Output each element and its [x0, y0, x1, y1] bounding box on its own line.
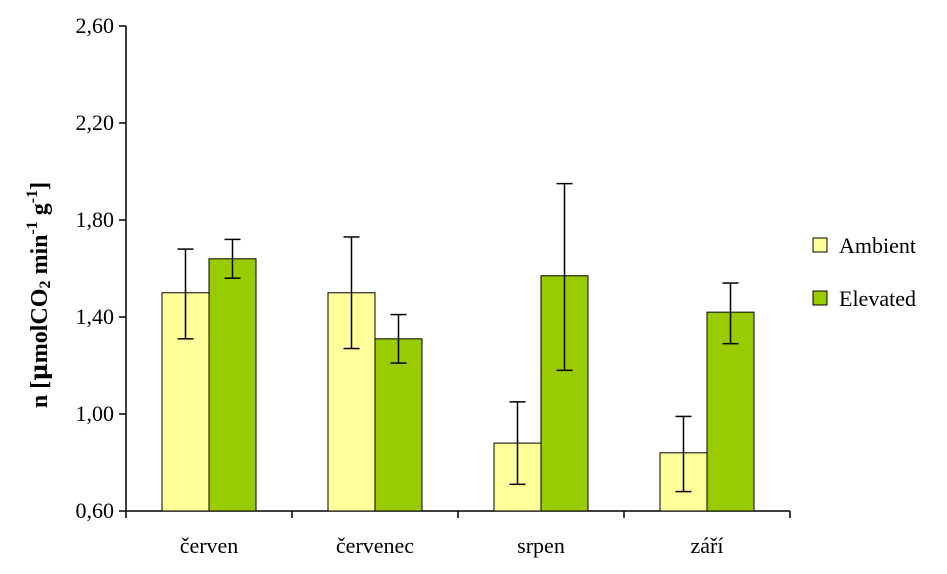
y-axis-label: n [μmolCO2 min-1 g-1]	[24, 182, 54, 408]
ylabel-min: min	[27, 235, 53, 281]
ylabel-mu: μ	[24, 363, 53, 381]
category-label: červen	[180, 533, 239, 558]
y-tick-label: 2,20	[76, 110, 115, 135]
y-tick-label: 0,60	[76, 498, 115, 523]
category-label: srpen	[517, 533, 565, 558]
bar-elevated	[706, 311, 755, 512]
y-tick-label: 1,40	[76, 304, 115, 329]
x-ticks	[125, 511, 791, 518]
legend-swatch-elevated	[812, 290, 828, 306]
bar-elevated	[374, 338, 423, 512]
category-label: září	[691, 533, 724, 558]
y-tick-label: 1,80	[76, 207, 115, 232]
legend: Ambient Elevated	[812, 233, 916, 311]
category-label: červenec	[336, 533, 414, 558]
y-tick-label: 2,60	[76, 13, 115, 38]
ylabel-sub2: 2	[37, 281, 54, 289]
y-ticks: 0,60 1,00 1,40 1,80 2,20 2,60	[76, 13, 126, 523]
bars	[161, 258, 755, 512]
ylabel-suffix: ]	[27, 182, 53, 190]
ylabel-exp1: -1	[24, 221, 41, 234]
legend-swatch-ambient	[812, 237, 828, 253]
legend-label-elevated: Elevated	[839, 286, 916, 311]
legend-label-ambient: Ambient	[839, 233, 916, 258]
ylabel-prefix: n [	[27, 381, 53, 408]
ylabel-g: g	[27, 203, 53, 221]
category-labels: červen červenec srpen září	[180, 533, 724, 558]
bar-elevated	[208, 258, 257, 512]
error-bars	[177, 182, 739, 493]
y-tick-label: 1,00	[76, 401, 115, 426]
ylabel-exp2: -1	[24, 190, 41, 203]
ylabel-molco: molCO	[27, 289, 53, 364]
